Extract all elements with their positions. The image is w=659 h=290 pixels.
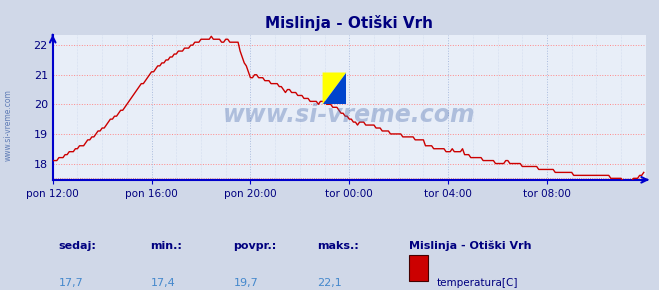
Title: Mislinja - Otiški Vrh: Mislinja - Otiški Vrh	[266, 15, 433, 31]
Text: sedaj:: sedaj:	[59, 241, 96, 251]
Text: Mislinja - Otiški Vrh: Mislinja - Otiški Vrh	[409, 241, 531, 251]
Text: www.si-vreme.com: www.si-vreme.com	[3, 89, 13, 161]
Text: 17,4: 17,4	[150, 278, 175, 288]
Text: 19,7: 19,7	[233, 278, 258, 288]
Text: 17,7: 17,7	[59, 278, 84, 288]
Text: min.:: min.:	[150, 241, 183, 251]
Text: www.si-vreme.com: www.si-vreme.com	[223, 103, 476, 126]
Text: temperatura[C]: temperatura[C]	[436, 278, 518, 288]
Text: 22,1: 22,1	[316, 278, 341, 288]
Text: povpr.:: povpr.:	[233, 241, 277, 251]
Text: maks.:: maks.:	[316, 241, 358, 251]
Polygon shape	[322, 72, 347, 104]
Bar	[409, 255, 428, 281]
Polygon shape	[322, 72, 347, 104]
